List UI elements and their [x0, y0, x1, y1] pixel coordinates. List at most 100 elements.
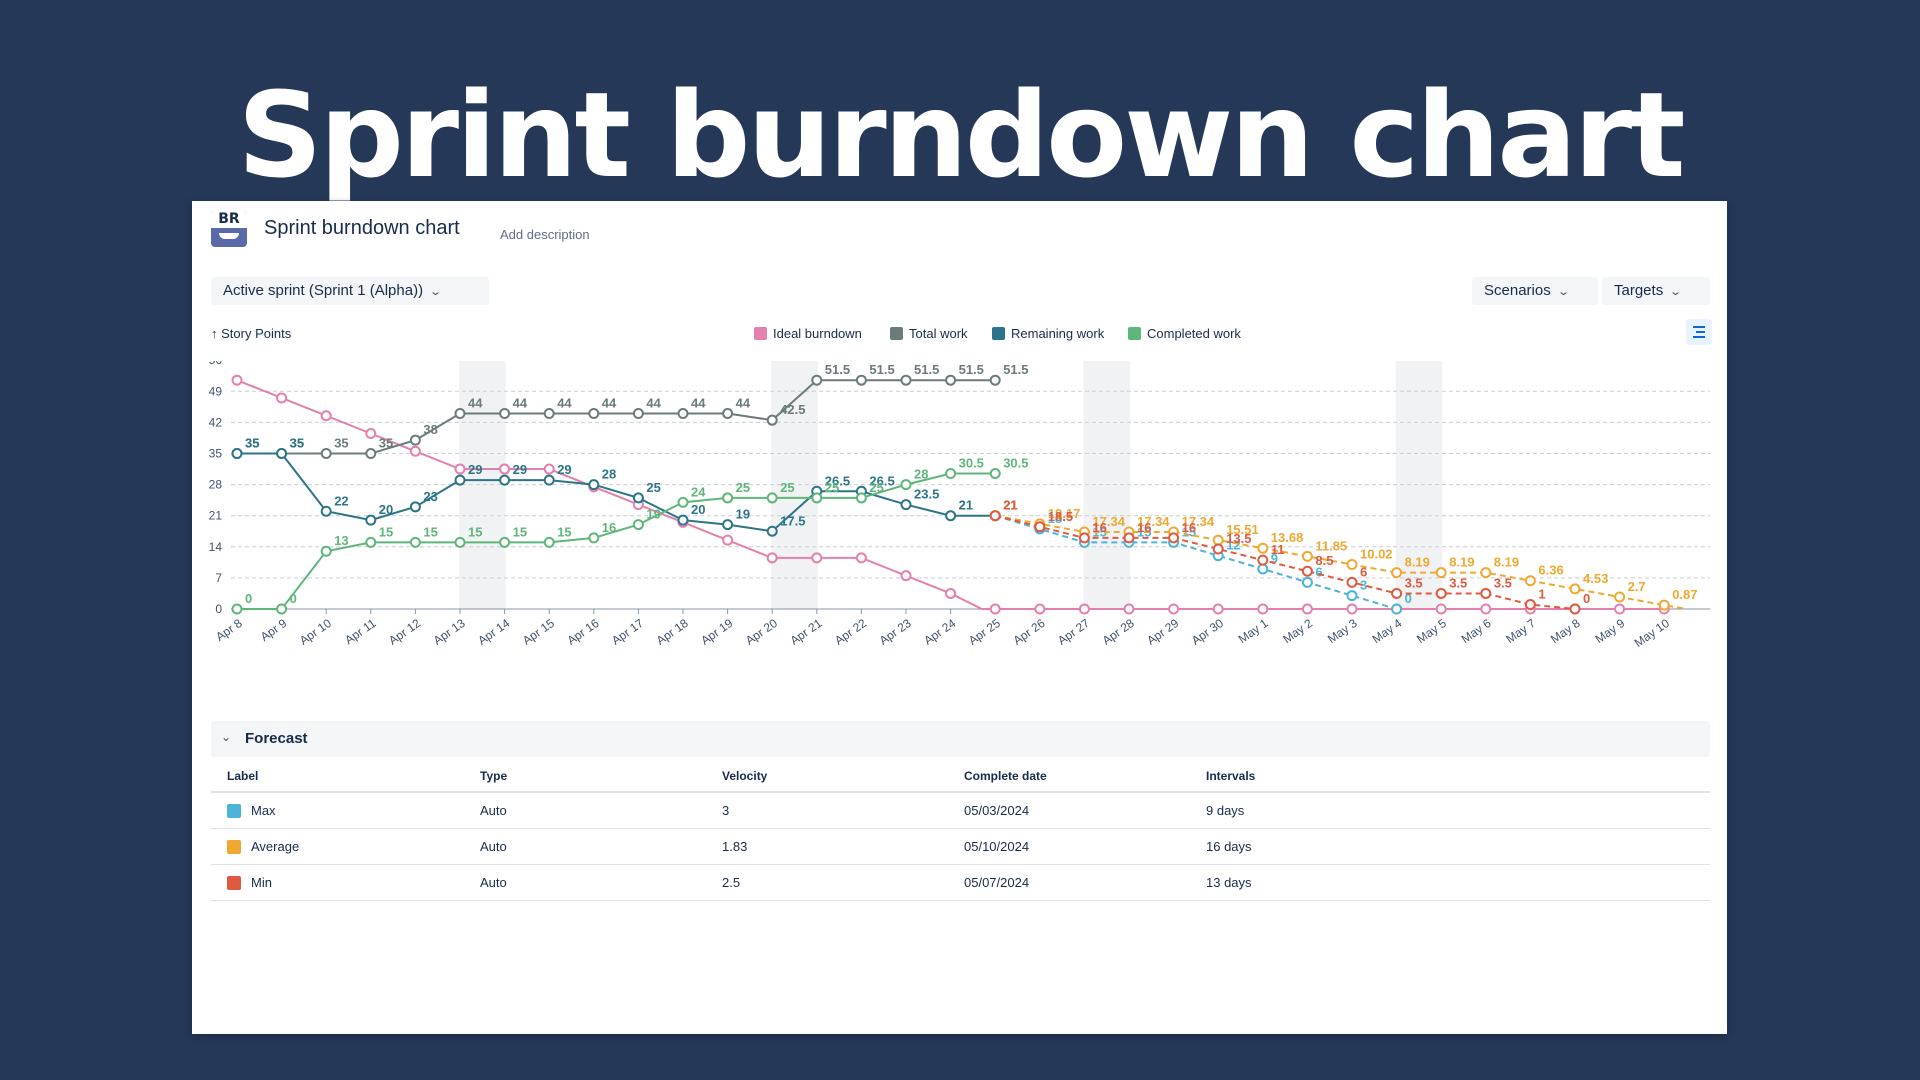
- x-tick-label: Apr 16: [565, 616, 602, 648]
- remaining-work-data-label: 22: [334, 493, 348, 508]
- completed-work-data-label: 15: [513, 524, 527, 539]
- total-work-point: [499, 408, 511, 420]
- ideal-burndown-point: [320, 410, 332, 422]
- total-work-data-label: 42.5: [780, 402, 805, 417]
- total-work-data-label: 51.5: [914, 362, 939, 377]
- average-data-label: 10.02: [1360, 546, 1393, 561]
- min-data-label: 16: [1137, 520, 1151, 535]
- x-tick-label: Apr 28: [1100, 616, 1137, 648]
- x-tick-label: Apr 29: [1144, 616, 1181, 648]
- min-point: [1168, 532, 1180, 544]
- min-data-label: 3.5: [1494, 575, 1512, 590]
- ideal-burndown-point: [900, 570, 912, 582]
- forecast-table: Label Type Velocity Complete date Interv…: [211, 761, 1710, 901]
- col-type: Type: [464, 761, 706, 793]
- color-swatch: [227, 876, 241, 891]
- average-data-label: 2.7: [1628, 579, 1646, 594]
- x-tick-label: Apr 18: [654, 616, 691, 648]
- targets-dropdown[interactable]: Targets ⌄: [1602, 277, 1710, 305]
- x-tick-label: Apr 26: [1011, 616, 1048, 648]
- scenarios-label: Scenarios: [1484, 282, 1551, 299]
- average-data-label: 4.53: [1583, 571, 1608, 586]
- legend-total[interactable]: Total work: [890, 326, 968, 341]
- min-data-label: 16: [1092, 520, 1106, 535]
- legend-completed[interactable]: Completed work: [1128, 326, 1241, 341]
- x-tick-label: Apr 17: [609, 616, 646, 648]
- total-work-point: [588, 408, 600, 420]
- table-row: Max Auto 3 05/03/2024 9 days: [211, 792, 1710, 829]
- legend-swatch: [1128, 327, 1141, 340]
- x-tick-label: Apr 12: [386, 616, 423, 648]
- average-point: [1391, 567, 1403, 579]
- total-work-data-label: 38: [423, 422, 437, 437]
- average-data-label: 21: [1003, 498, 1017, 513]
- row-complete-date: 05/03/2024: [948, 792, 1190, 829]
- ideal-burndown-point: [855, 552, 867, 564]
- scenarios-dropdown[interactable]: Scenarios ⌄: [1472, 277, 1598, 305]
- remaining-work-data-label: 19: [736, 507, 750, 522]
- completed-work-point: [900, 479, 912, 491]
- max-data-label: 0: [1405, 591, 1412, 606]
- total-work-data-label: 51.5: [1003, 362, 1028, 377]
- ideal-burndown-point: [766, 552, 778, 564]
- x-tick-label: May 6: [1459, 616, 1494, 646]
- ideal-burndown-point: [1034, 603, 1046, 615]
- sprint-selector[interactable]: Active sprint (Sprint 1 (Alpha)) ⌄: [211, 277, 489, 305]
- remaining-work-data-label: 23: [423, 489, 437, 504]
- total-work-point: [632, 408, 644, 420]
- average-data-label: 6.36: [1538, 563, 1563, 578]
- total-work-data-label: 51.5: [825, 362, 850, 377]
- completed-work-point: [231, 603, 243, 615]
- max-point: [1391, 603, 1403, 615]
- max-data-label: 21: [1003, 498, 1017, 513]
- x-tick-label: Apr 30: [1189, 616, 1226, 648]
- remaining-work-data-label: 29: [468, 462, 482, 477]
- legend-remaining[interactable]: Remaining work: [992, 326, 1104, 341]
- ideal-burndown-point: [1212, 603, 1224, 615]
- completed-work-data-label: 0: [290, 591, 297, 606]
- x-tick-label: Apr 11: [342, 616, 379, 647]
- max-data-label: 3: [1360, 578, 1367, 593]
- min-data-label: 1: [1538, 587, 1545, 602]
- average-point: [1257, 542, 1269, 554]
- completed-work-point: [276, 603, 288, 615]
- completed-work-data-label: 15: [423, 524, 437, 539]
- remaining-work-point: [231, 448, 243, 459]
- col-velocity: Velocity: [706, 761, 948, 793]
- remaining-work-data-label: 35: [290, 436, 304, 451]
- completed-work-data-label: 30.5: [1003, 455, 1028, 470]
- ideal-burndown-point: [409, 445, 421, 457]
- forecast-toggle[interactable]: ⌄ Forecast: [211, 721, 1710, 757]
- remaining-work-data-label: 21: [959, 498, 973, 513]
- min-data-label: 21: [1003, 498, 1017, 513]
- table-header-row: Label Type Velocity Complete date Interv…: [211, 761, 1710, 793]
- completed-work-data-label: 0: [245, 591, 252, 606]
- remaining-work-point: [320, 505, 332, 517]
- min-point: [1569, 603, 1581, 615]
- completed-work-point: [632, 519, 644, 531]
- label-text: Min: [251, 874, 272, 890]
- min-data-label: 0: [1583, 591, 1590, 606]
- completed-work-point: [588, 532, 600, 544]
- legend-ideal[interactable]: Ideal burndown: [754, 326, 862, 341]
- hero-title: Sprint burndown chart: [237, 66, 1685, 204]
- remaining-work-data-label: 26.5: [825, 473, 850, 488]
- min-point: [1480, 587, 1492, 599]
- row-label: Average: [211, 828, 464, 865]
- remaining-work-point: [454, 474, 466, 486]
- x-tick-label: Apr 20: [743, 616, 780, 648]
- total-work-point: [677, 408, 689, 420]
- x-tick-label: Apr 15: [520, 616, 557, 648]
- max-data-label: 6: [1315, 564, 1322, 579]
- min-data-label: 18.5: [1048, 509, 1073, 524]
- completed-work-point: [499, 536, 511, 548]
- color-swatch: [227, 840, 241, 855]
- remaining-work-point: [677, 514, 689, 526]
- chart-settings-icon[interactable]: [1686, 319, 1712, 345]
- add-description-link[interactable]: Add description: [500, 227, 590, 242]
- color-swatch: [227, 804, 241, 819]
- completed-work-data-label: 28: [914, 467, 928, 482]
- x-tick-label: Apr 25: [966, 616, 1003, 648]
- table-row: Min Auto 2.5 05/07/2024 13 days: [211, 864, 1710, 901]
- average-point: [1435, 567, 1447, 579]
